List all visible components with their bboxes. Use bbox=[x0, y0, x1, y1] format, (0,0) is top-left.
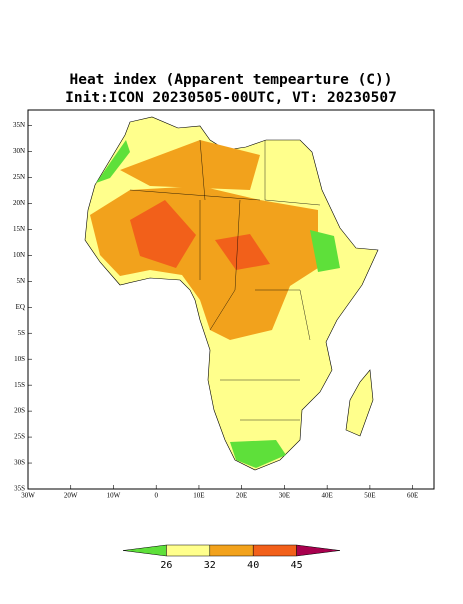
y-tick-label: 35N bbox=[13, 121, 25, 129]
colorbar-label: 40 bbox=[247, 560, 259, 571]
x-tick-label: 30E bbox=[279, 492, 290, 500]
colorbar-segment bbox=[166, 544, 211, 557]
x-tick-label: 30W bbox=[21, 492, 35, 500]
y-tick-label: 15N bbox=[13, 225, 25, 233]
very-hot-region bbox=[130, 200, 196, 268]
y-tick-label: 20S bbox=[14, 407, 25, 415]
y-tick-label: 25S bbox=[14, 433, 25, 441]
map-frame bbox=[27, 109, 435, 490]
chart-title: Heat index (Apparent tempearture (C)) bbox=[69, 72, 392, 88]
x-tick-label: 20E bbox=[236, 492, 247, 500]
colorbar-segment bbox=[252, 544, 297, 557]
madagascar bbox=[345, 369, 374, 437]
colorbar-label: 32 bbox=[204, 560, 216, 571]
y-tick-label: 5N bbox=[16, 277, 25, 285]
y-tick-label: 25N bbox=[13, 173, 25, 181]
x-tick-label: 50E bbox=[364, 492, 375, 500]
y-tick-label: 30N bbox=[13, 147, 25, 155]
y-tick-label: 30S bbox=[14, 459, 25, 467]
colorbar-segment bbox=[209, 544, 254, 557]
country-borders bbox=[129, 139, 321, 421]
hot-region bbox=[120, 140, 260, 190]
very-hot-region bbox=[215, 234, 270, 270]
x-tick-label: 40E bbox=[322, 492, 333, 500]
y-tick-label: 15S bbox=[14, 381, 25, 389]
y-tick-label: 20N bbox=[13, 199, 25, 207]
y-tick-label: EQ bbox=[16, 303, 25, 311]
cool-region bbox=[96, 140, 130, 183]
colorbar-segment bbox=[122, 544, 167, 557]
x-tick-label: 10W bbox=[107, 492, 121, 500]
colorbar-label: 26 bbox=[160, 560, 172, 571]
y-tick-label: 5S bbox=[18, 329, 26, 337]
chart-subtitle: Init:ICON 20230505-00UTC, VT: 20230507 bbox=[65, 90, 397, 106]
cool-region bbox=[310, 230, 340, 272]
x-tick-label: 10E bbox=[193, 492, 204, 500]
map bbox=[84, 116, 379, 471]
y-tick-label: 35S bbox=[14, 485, 25, 493]
x-tick-label: 0 bbox=[154, 492, 158, 500]
y-tick-label: 10S bbox=[14, 355, 25, 363]
cool-region bbox=[230, 440, 286, 468]
colorbar-label: 45 bbox=[291, 560, 303, 571]
x-tick-label: 20W bbox=[64, 492, 78, 500]
colorbar-segment bbox=[296, 544, 341, 557]
x-tick-label: 60E bbox=[407, 492, 418, 500]
y-tick-label: 10N bbox=[13, 251, 25, 259]
